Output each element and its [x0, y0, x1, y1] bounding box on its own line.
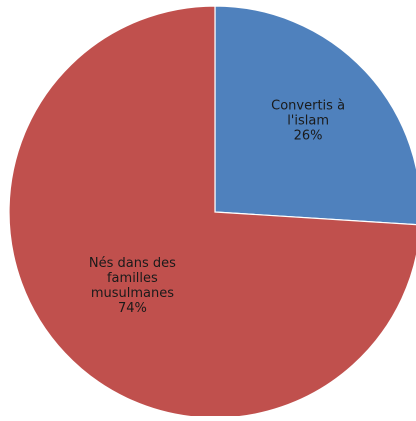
- pie-slice-1: [8, 5, 416, 419]
- pie-slice-category-label: musulmanes: [91, 286, 174, 301]
- pie-slices: [8, 5, 416, 419]
- pie-slice-category-label: Nés dans des: [89, 256, 176, 271]
- pie-slice-label-0: Convertis à l'islam 26%: [271, 99, 345, 144]
- pie-slice-value-label: 26%: [294, 129, 323, 144]
- pie-labels: Convertis à l'islam 26% Nés dans des famille…: [89, 99, 345, 316]
- pie-slice-0: [214, 5, 416, 226]
- pie-slice-label-1: Nés dans des familles musulmanes 74%: [89, 256, 176, 316]
- pie-slice-value-label: 74%: [118, 301, 147, 316]
- pie-slice-category-label: Convertis à: [271, 99, 345, 114]
- pie-slice-category-label: l'islam: [287, 114, 329, 129]
- pie-slice-category-label: familles: [107, 271, 158, 286]
